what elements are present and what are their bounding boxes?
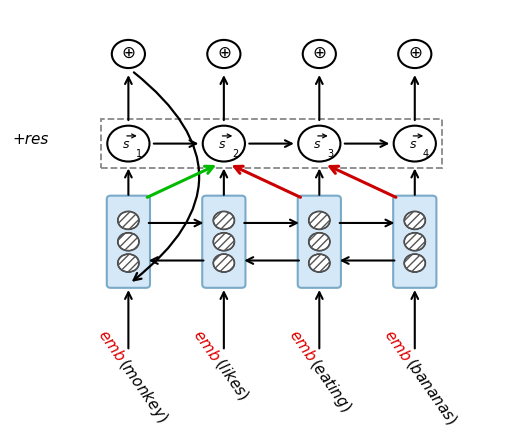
Circle shape <box>118 211 139 229</box>
Circle shape <box>404 211 425 229</box>
Circle shape <box>309 233 330 251</box>
Circle shape <box>203 126 245 161</box>
FancyBboxPatch shape <box>298 196 341 288</box>
Text: $\mathit{(monkey)}$: $\mathit{(monkey)}$ <box>114 355 172 426</box>
Circle shape <box>309 254 330 272</box>
Text: $\oplus$: $\oplus$ <box>312 44 327 62</box>
Text: 2: 2 <box>232 149 238 159</box>
Text: $s$: $s$ <box>408 138 417 151</box>
Text: 1: 1 <box>137 149 143 159</box>
Circle shape <box>213 254 234 272</box>
Circle shape <box>118 254 139 272</box>
Circle shape <box>213 233 234 251</box>
FancyBboxPatch shape <box>202 196 245 288</box>
Text: $\mathit{(eating)}$: $\mathit{(eating)}$ <box>305 355 356 416</box>
Text: $\oplus$: $\oplus$ <box>407 44 422 62</box>
Text: $s$: $s$ <box>313 138 322 151</box>
Circle shape <box>112 40 145 68</box>
Text: $\mathit{emb}$: $\mathit{emb}$ <box>95 326 129 364</box>
Circle shape <box>404 254 425 272</box>
Circle shape <box>107 126 149 161</box>
Circle shape <box>404 233 425 251</box>
Text: $\mathit{emb}$: $\mathit{emb}$ <box>190 326 224 364</box>
FancyBboxPatch shape <box>107 196 150 288</box>
Circle shape <box>394 126 436 161</box>
Text: $\mathit{emb}$: $\mathit{emb}$ <box>382 326 415 364</box>
Text: $s$: $s$ <box>122 138 131 151</box>
Circle shape <box>303 40 336 68</box>
Text: $\mathit{(bananas)}$: $\mathit{(bananas)}$ <box>401 355 461 429</box>
Circle shape <box>309 211 330 229</box>
Circle shape <box>118 233 139 251</box>
Text: 3: 3 <box>327 149 333 159</box>
Circle shape <box>298 126 340 161</box>
Text: $\oplus$: $\oplus$ <box>121 44 136 62</box>
Text: $\mathit{(likes)}$: $\mathit{(likes)}$ <box>211 355 252 404</box>
Circle shape <box>213 211 234 229</box>
Circle shape <box>207 40 240 68</box>
Text: $\mathit{emb}$: $\mathit{emb}$ <box>286 326 320 364</box>
Circle shape <box>398 40 431 68</box>
Text: $s$: $s$ <box>218 138 226 151</box>
Text: 4: 4 <box>423 149 429 159</box>
Text: +res: +res <box>12 132 49 147</box>
FancyBboxPatch shape <box>393 196 436 288</box>
Text: $\oplus$: $\oplus$ <box>216 44 231 62</box>
